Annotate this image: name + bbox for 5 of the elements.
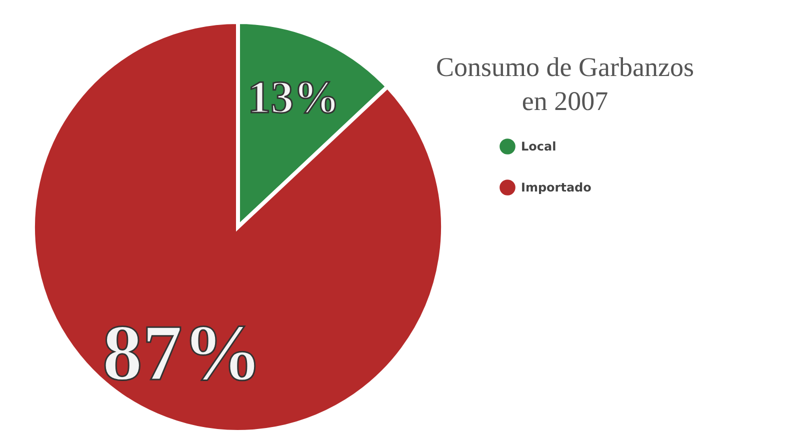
data-label: 87% (102, 309, 262, 398)
legend-label: Local (521, 140, 556, 154)
text: Consumo de Garbanzos en 2007 (435, 51, 695, 118)
data-label: 13% (248, 72, 340, 123)
legend-label: Importado (521, 180, 592, 194)
